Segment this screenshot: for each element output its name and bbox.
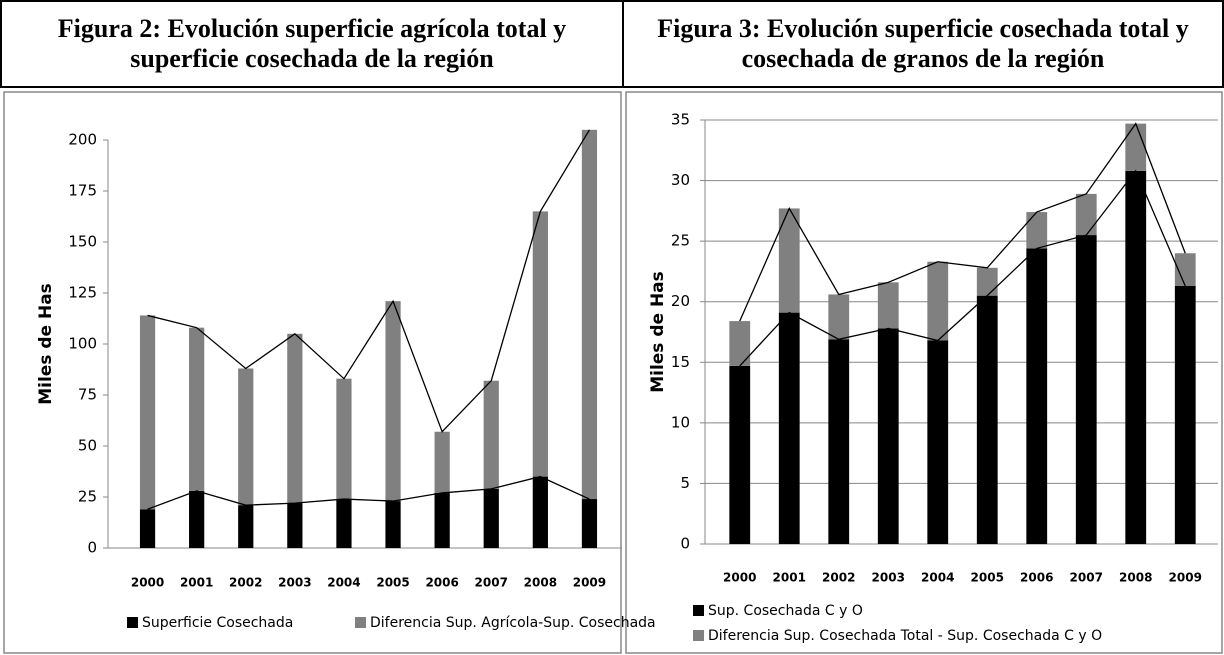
legend-label: Sup. Cosechada C y O	[708, 603, 863, 619]
bar	[287, 333, 303, 504]
bar	[581, 499, 598, 548]
legend-swatch	[693, 630, 704, 641]
bar	[238, 368, 254, 506]
chart-title: Figura 2: Evolución superficie agrícola …	[0, 0, 624, 88]
y-tick-label: 15	[671, 353, 690, 371]
x-tick-label: 2000	[131, 576, 164, 590]
y-tick-label: 0	[87, 539, 97, 557]
x-tick-label: 2005	[971, 571, 1004, 585]
legend-swatch	[693, 605, 704, 616]
bar	[1026, 248, 1048, 544]
y-tick-label: 35	[671, 111, 690, 129]
x-tick-label: 2002	[822, 571, 855, 585]
x-tick-label: 2004	[327, 576, 360, 590]
x-tick-label: 2001	[180, 576, 213, 590]
bar	[828, 294, 850, 340]
series-line	[147, 129, 591, 433]
x-tick-label: 2007	[1070, 571, 1103, 585]
y-tick-label: 125	[68, 284, 97, 302]
bar	[1174, 253, 1196, 286]
bar	[1174, 285, 1196, 544]
bar	[1026, 212, 1048, 249]
bar	[1125, 170, 1147, 544]
y-axis-title: Miles de Has	[36, 283, 56, 405]
bar	[729, 365, 751, 544]
bar	[877, 282, 899, 329]
bar	[385, 501, 401, 548]
bar	[483, 488, 499, 548]
bar	[927, 261, 949, 341]
chart-frame	[625, 91, 1223, 654]
y-tick-label: 25	[671, 232, 690, 250]
x-tick-label: 2003	[872, 571, 905, 585]
legend-swatch	[355, 617, 366, 628]
legend-label: Diferencia Sup. Agrícola-Sup. Cosechada	[370, 615, 656, 631]
bar	[532, 211, 548, 477]
x-tick-label: 2004	[921, 571, 954, 585]
chart-frame	[3, 91, 622, 654]
series-line	[739, 169, 1186, 367]
bar	[238, 505, 254, 548]
x-tick-label: 2008	[524, 576, 557, 590]
bar	[581, 129, 598, 500]
bar	[976, 295, 998, 544]
bar	[976, 267, 998, 296]
y-tick-label: 150	[68, 233, 97, 251]
bar	[139, 315, 156, 510]
y-axis-title: Miles de Has	[648, 271, 668, 393]
bar	[434, 492, 450, 548]
x-tick-label: 2006	[425, 576, 458, 590]
y-tick-label: 200	[68, 131, 97, 149]
x-tick-label: 2006	[1020, 571, 1053, 585]
series-line	[147, 475, 590, 510]
bar	[1125, 123, 1147, 171]
x-tick-label: 2009	[1169, 571, 1202, 585]
y-tick-label: 10	[671, 413, 690, 431]
bar	[778, 208, 800, 313]
x-tick-label: 2002	[229, 576, 262, 590]
bar	[828, 339, 850, 544]
bar	[287, 503, 303, 548]
bar	[877, 328, 899, 544]
bar	[139, 509, 156, 548]
legend-swatch	[127, 617, 138, 628]
x-tick-label: 2005	[376, 576, 409, 590]
bar	[336, 499, 352, 548]
chart-title: Figura 3: Evolución superficie cosechada…	[622, 0, 1224, 88]
bar	[729, 321, 751, 366]
bar	[483, 380, 499, 489]
bar	[778, 312, 800, 544]
bar	[336, 378, 352, 500]
bar	[1075, 235, 1097, 545]
legend-label: Diferencia Sup. Cosechada Total - Sup. C…	[708, 628, 1102, 644]
y-tick-label: 50	[78, 437, 97, 455]
bar	[1075, 193, 1097, 236]
y-tick-label: 25	[78, 488, 97, 506]
bar	[385, 301, 401, 502]
y-tick-label: 175	[68, 182, 97, 200]
y-tick-label: 75	[78, 386, 97, 404]
x-tick-label: 2009	[573, 576, 606, 590]
x-tick-label: 2008	[1119, 571, 1152, 585]
x-tick-label: 2007	[475, 576, 508, 590]
bar	[189, 490, 205, 548]
legend-label: Superficie Cosechada	[142, 615, 293, 631]
series-line	[739, 122, 1186, 322]
y-tick-label: 0	[680, 535, 690, 553]
bar	[189, 327, 205, 491]
x-tick-label: 2000	[723, 571, 756, 585]
y-tick-label: 100	[68, 335, 97, 353]
y-tick-label: 30	[671, 171, 690, 189]
y-tick-label: 5	[680, 474, 690, 492]
y-tick-label: 20	[671, 292, 690, 310]
x-tick-label: 2003	[278, 576, 311, 590]
bar	[434, 431, 450, 493]
bar	[532, 476, 548, 548]
bar	[927, 340, 949, 544]
x-tick-label: 2001	[773, 571, 806, 585]
